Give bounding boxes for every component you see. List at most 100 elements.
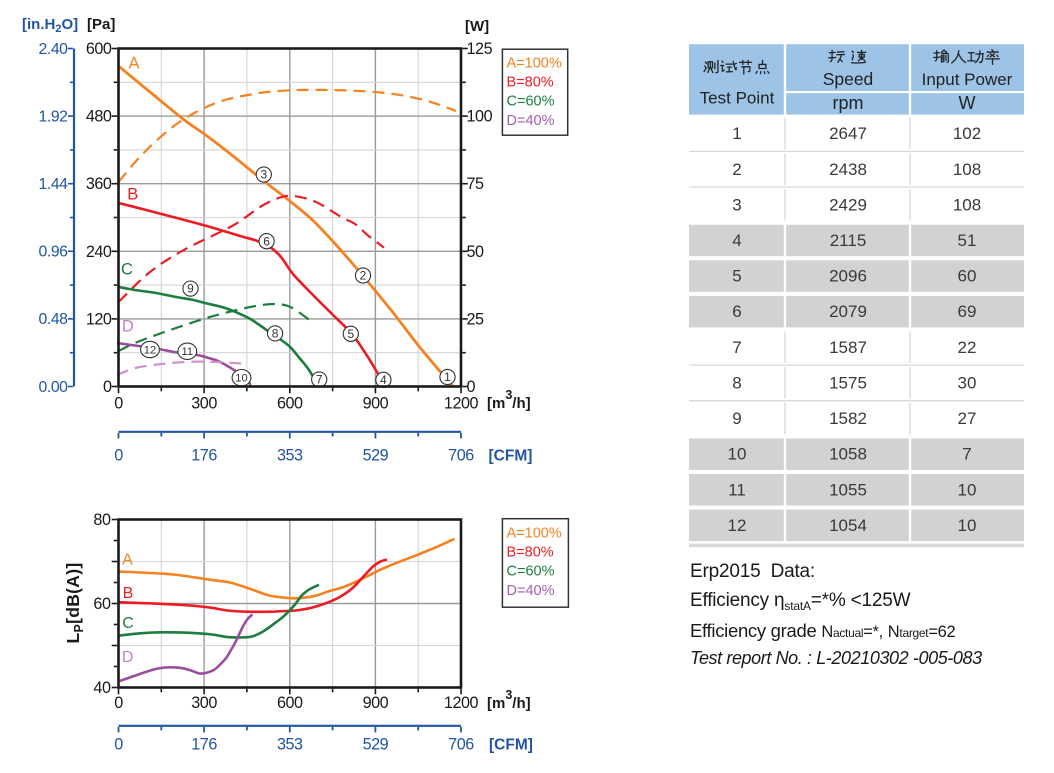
- svg-text:300: 300: [191, 395, 217, 413]
- svg-text:60: 60: [958, 267, 977, 286]
- svg-text:22: 22: [958, 338, 977, 357]
- svg-text:Speed: Speed: [823, 69, 874, 89]
- svg-text:rpm: rpm: [833, 93, 864, 113]
- svg-text:1575: 1575: [829, 374, 867, 393]
- svg-text:8: 8: [732, 374, 741, 393]
- svg-text:5: 5: [732, 267, 741, 286]
- svg-text:A=100%: A=100%: [507, 526, 562, 542]
- svg-text:W: W: [959, 93, 976, 113]
- svg-text:7: 7: [732, 338, 741, 357]
- svg-text:11: 11: [181, 346, 193, 358]
- svg-text:A: A: [122, 552, 133, 569]
- svg-text:1055: 1055: [829, 480, 867, 499]
- svg-text:7: 7: [316, 373, 323, 387]
- svg-text:1200: 1200: [444, 694, 479, 712]
- svg-text:300: 300: [191, 694, 217, 712]
- svg-text:12: 12: [144, 344, 156, 356]
- svg-text:C=60%: C=60%: [507, 94, 555, 110]
- svg-text:1.92: 1.92: [39, 108, 68, 125]
- svg-text:3: 3: [260, 168, 267, 182]
- svg-text:2: 2: [732, 160, 741, 179]
- svg-text:176: 176: [191, 447, 217, 465]
- svg-text:1.44: 1.44: [39, 176, 69, 193]
- svg-text:1058: 1058: [829, 445, 867, 464]
- svg-text:1054: 1054: [829, 516, 867, 535]
- svg-text:50: 50: [467, 243, 485, 261]
- svg-text:600: 600: [277, 694, 303, 712]
- svg-text:0: 0: [114, 736, 123, 754]
- svg-text:[m3/h]: [m3/h]: [487, 688, 531, 712]
- svg-text:706: 706: [448, 447, 474, 465]
- svg-text:240: 240: [86, 243, 112, 261]
- svg-text:C: C: [122, 615, 134, 632]
- svg-text:1: 1: [444, 370, 451, 384]
- svg-text:900: 900: [363, 694, 389, 712]
- svg-text:69: 69: [958, 302, 977, 321]
- svg-text:B: B: [127, 185, 138, 203]
- svg-text:9: 9: [732, 409, 741, 428]
- svg-text:D: D: [122, 649, 134, 666]
- svg-text:10: 10: [958, 480, 977, 499]
- svg-text:900: 900: [363, 395, 389, 413]
- svg-text:108: 108: [953, 160, 981, 179]
- svg-text:[W]: [W]: [465, 18, 489, 35]
- svg-text:11: 11: [728, 480, 746, 499]
- svg-text:10: 10: [728, 445, 747, 464]
- svg-text:353: 353: [277, 447, 303, 465]
- svg-text:[CFM]: [CFM]: [489, 737, 533, 754]
- svg-text:A: A: [128, 54, 139, 72]
- svg-text:600: 600: [277, 395, 303, 413]
- svg-text:176: 176: [191, 736, 217, 754]
- svg-text:6: 6: [263, 234, 270, 248]
- svg-text:C=60%: C=60%: [507, 564, 555, 580]
- svg-text:529: 529: [363, 736, 389, 754]
- svg-text:0: 0: [114, 447, 123, 465]
- svg-text:8: 8: [272, 327, 279, 341]
- svg-text:1587: 1587: [829, 338, 867, 357]
- svg-text:100: 100: [467, 108, 493, 126]
- svg-text:6: 6: [732, 302, 741, 321]
- svg-text:2079: 2079: [829, 302, 867, 321]
- svg-text:2096: 2096: [829, 267, 867, 286]
- svg-text:102: 102: [953, 124, 981, 143]
- svg-text:10: 10: [958, 516, 977, 535]
- svg-text:C: C: [121, 261, 133, 279]
- svg-text:51: 51: [958, 231, 977, 250]
- svg-text:Input Power: Input Power: [922, 70, 1013, 89]
- svg-text:[CFM]: [CFM]: [489, 448, 533, 465]
- svg-text:B=80%: B=80%: [507, 545, 554, 561]
- svg-text:529: 529: [363, 447, 389, 465]
- svg-text:Test Point: Test Point: [700, 89, 775, 108]
- svg-text:4: 4: [732, 231, 741, 250]
- svg-text:80: 80: [93, 511, 111, 529]
- svg-text:30: 30: [958, 374, 977, 393]
- svg-text:2429: 2429: [829, 195, 867, 214]
- svg-text:0: 0: [114, 395, 123, 413]
- svg-text:27: 27: [958, 409, 977, 428]
- svg-text:0: 0: [103, 378, 112, 396]
- svg-text:706: 706: [448, 736, 474, 754]
- svg-text:[in.H2O]: [in.H2O]: [22, 16, 78, 35]
- svg-text:0.48: 0.48: [39, 311, 69, 328]
- svg-text:1: 1: [732, 124, 741, 143]
- svg-text:2647: 2647: [829, 124, 867, 143]
- svg-text:D: D: [122, 318, 134, 336]
- svg-text:480: 480: [86, 108, 112, 126]
- svg-text:2.40: 2.40: [39, 41, 69, 58]
- svg-text:12: 12: [728, 516, 747, 535]
- svg-text:108: 108: [953, 195, 981, 214]
- svg-text:2438: 2438: [829, 160, 867, 179]
- svg-text:0: 0: [467, 378, 476, 396]
- svg-text:75: 75: [467, 175, 485, 193]
- svg-text:D=40%: D=40%: [507, 113, 555, 129]
- svg-text:5: 5: [347, 327, 354, 341]
- svg-text:9: 9: [187, 282, 194, 296]
- svg-text:1200: 1200: [444, 395, 479, 413]
- svg-text:B=80%: B=80%: [507, 75, 554, 91]
- svg-text:B: B: [123, 585, 134, 602]
- svg-text:120: 120: [86, 310, 112, 328]
- svg-text:0: 0: [114, 694, 123, 712]
- svg-text:3: 3: [732, 195, 741, 214]
- svg-text:7: 7: [962, 445, 971, 464]
- svg-text:A=100%: A=100%: [507, 56, 562, 72]
